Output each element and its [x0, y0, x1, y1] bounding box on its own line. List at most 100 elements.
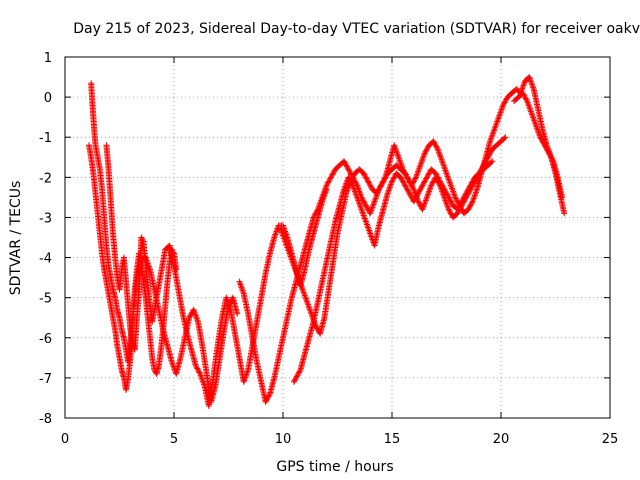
data-point	[549, 156, 556, 163]
data-point	[445, 194, 452, 201]
data-point	[415, 199, 422, 206]
x-tick-label: 10	[275, 432, 292, 447]
data-point	[407, 193, 414, 200]
data-point	[412, 175, 419, 182]
data-point	[460, 194, 467, 201]
data-point	[349, 174, 356, 181]
data-point	[360, 198, 367, 205]
data-point	[293, 374, 300, 381]
data-point	[452, 195, 459, 202]
data-point	[463, 190, 470, 197]
data-point	[465, 206, 472, 213]
data-point	[400, 179, 407, 186]
data-point	[457, 203, 464, 210]
data-point	[469, 178, 476, 185]
data-point	[440, 185, 447, 192]
data-point	[323, 182, 330, 189]
data-point	[467, 182, 474, 189]
data-point	[522, 95, 529, 102]
data-point	[325, 179, 332, 186]
data-point	[466, 185, 473, 192]
data-point	[263, 397, 270, 404]
data-point	[399, 177, 406, 184]
y-tick-label: -6	[39, 332, 52, 347]
data-point	[543, 146, 550, 153]
data-point	[448, 199, 455, 206]
data-point	[559, 194, 566, 201]
data-point	[541, 142, 548, 149]
data-point	[466, 183, 473, 190]
data-point	[447, 209, 454, 216]
data-point	[262, 398, 269, 405]
data-point	[420, 179, 427, 186]
data-point	[194, 365, 201, 372]
data-point	[500, 102, 507, 109]
data-point	[290, 378, 297, 385]
data-point	[264, 394, 271, 401]
data-point	[399, 166, 406, 173]
data-point	[446, 195, 453, 202]
data-point	[501, 99, 508, 106]
data-point	[441, 186, 448, 193]
x-tick-label: 15	[384, 432, 401, 447]
y-tick-label: -8	[39, 412, 52, 427]
data-point	[374, 189, 381, 196]
data-point	[350, 172, 357, 179]
y-tick-label: -4	[39, 252, 52, 267]
data-point	[544, 147, 551, 154]
data-point	[463, 189, 470, 196]
chart-title: Day 215 of 2023, Sidereal Day-to-day VTE…	[73, 21, 640, 37]
data-point	[234, 310, 241, 317]
data-point	[442, 187, 449, 194]
data-point	[404, 187, 411, 194]
data-point	[404, 175, 411, 182]
data-point	[538, 136, 545, 143]
data-series	[85, 74, 568, 409]
data-point	[294, 372, 301, 379]
data-point	[500, 100, 507, 107]
data-point	[296, 368, 303, 375]
data-point	[375, 187, 382, 194]
data-point	[349, 175, 356, 182]
data-point	[422, 148, 429, 155]
data-point	[411, 197, 418, 204]
data-point	[324, 181, 331, 188]
data-point	[454, 198, 461, 205]
data-point	[444, 193, 451, 200]
data-point	[521, 94, 528, 101]
y-tick-label: -5	[39, 292, 52, 307]
data-point	[186, 313, 193, 320]
data-point	[436, 178, 443, 185]
data-point	[401, 181, 408, 188]
data-point	[543, 144, 550, 151]
data-point	[413, 193, 420, 200]
data-point	[326, 177, 333, 184]
data-point	[405, 189, 412, 196]
data-point	[438, 181, 445, 188]
data-point	[465, 186, 472, 193]
data-point	[428, 182, 435, 189]
data-point	[313, 324, 320, 331]
x-tick-labels: 0 5 10 15 20 25	[61, 432, 618, 447]
data-point	[456, 202, 463, 209]
data-point	[520, 91, 527, 98]
data-point	[328, 172, 335, 179]
data-point	[502, 134, 509, 141]
data-point	[389, 177, 396, 184]
data-point	[424, 172, 431, 179]
data-point	[397, 174, 404, 181]
data-point	[406, 190, 413, 197]
data-point	[446, 207, 453, 214]
data-point	[521, 92, 528, 99]
data-point	[464, 187, 471, 194]
data-point	[312, 210, 319, 217]
data-point	[545, 148, 552, 155]
data-point	[139, 237, 146, 244]
data-point	[468, 181, 475, 188]
data-point	[362, 172, 369, 179]
data-point	[410, 198, 417, 205]
data-point	[417, 202, 424, 209]
series-trace-5	[290, 158, 496, 385]
data-point	[403, 185, 410, 192]
data-point	[264, 396, 271, 403]
